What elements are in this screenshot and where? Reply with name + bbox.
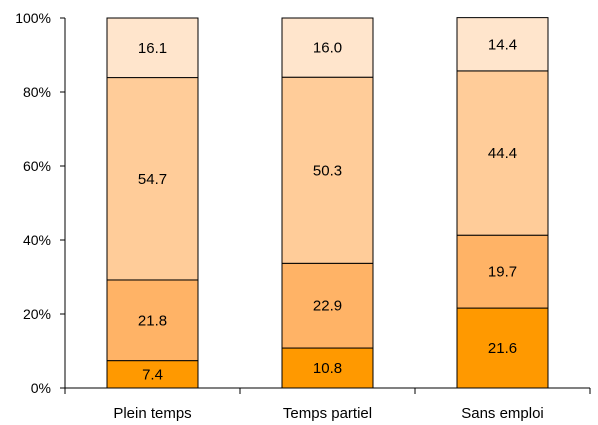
data-label: 44.4 [488,145,517,162]
bar-segment-4 [106,17,199,79]
data-label: 21.6 [488,340,517,357]
bar-segment-4 [281,17,374,78]
y-axis: 0% 20% 40% 60% 80% 100% [15,10,66,396]
bar-segment-1 [281,347,374,389]
data-label: 16.1 [138,40,167,57]
bars [106,17,549,389]
data-label: 19.7 [488,264,517,281]
data-label: 50.3 [313,162,342,179]
y-tick-label: 60% [23,158,51,174]
y-tick-label: 40% [23,232,51,248]
bar-segment-3 [456,70,549,236]
data-label: 10.8 [313,360,342,377]
bar-segment-4 [456,17,549,72]
data-label: 22.9 [313,298,342,315]
bar-segment-3 [281,76,374,264]
category-label: Temps partiel [283,405,372,422]
bar-segment-2 [456,234,549,309]
data-label: 16.0 [313,40,342,57]
data-label: 21.8 [138,312,167,329]
x-axis: Plein temps Temps partiel Sans emploi [64,387,591,422]
bar-segment-2 [106,279,199,362]
data-label: 14.4 [488,36,517,53]
y-tick-label: 80% [23,84,51,100]
bar-segment-2 [281,262,374,349]
bar-segment-1 [106,360,199,389]
data-labels: 7.4 21.8 54.7 16.1 10.8 22.9 50.3 16.0 21.6 19.7 4… [138,36,517,383]
category-label: Plein temps [113,405,191,422]
data-label: 7.4 [142,366,163,383]
data-label: 54.7 [138,171,167,188]
y-tick-label: 20% [23,306,51,322]
y-tick-label: 100% [15,10,51,26]
y-tick-label: 0% [31,380,51,396]
category-label: Sans emploi [461,405,544,422]
